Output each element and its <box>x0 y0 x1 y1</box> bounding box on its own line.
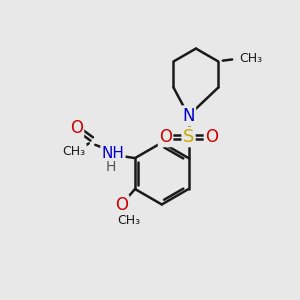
Text: O: O <box>205 128 218 146</box>
Text: S: S <box>183 128 194 146</box>
Text: N: N <box>182 107 195 125</box>
Text: O: O <box>115 196 128 214</box>
Text: CH₃: CH₃ <box>240 52 263 65</box>
Text: CH₃: CH₃ <box>62 145 86 158</box>
Text: NH: NH <box>101 146 124 161</box>
Text: O: O <box>159 128 172 146</box>
Text: CH₃: CH₃ <box>118 214 141 227</box>
Text: H: H <box>105 160 116 174</box>
Text: O: O <box>70 119 83 137</box>
